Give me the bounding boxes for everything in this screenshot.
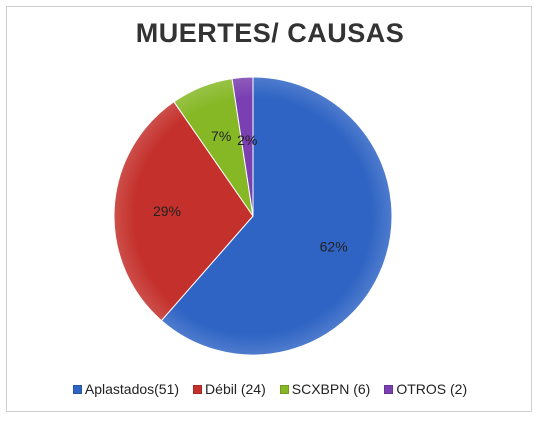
- chart-title: MUERTES/ CAUSAS: [135, 18, 405, 48]
- data-label-otros: 2%: [237, 132, 257, 148]
- legend-item-scxbpn: SCXBPN (6): [279, 381, 371, 397]
- data-label-debil: 29%: [153, 203, 181, 219]
- legend-label-aplastados: Aplastados(51): [84, 381, 180, 397]
- legend-item-debil: Débil (24): [193, 381, 266, 397]
- legend-label-debil: Débil (24): [205, 381, 266, 397]
- legend-label-scxbpn: SCXBPN (6): [291, 381, 371, 397]
- pie-slice-aplastados: [160, 76, 393, 356]
- data-label-aplastados: 62%: [320, 238, 348, 254]
- legend-item-otros: OTROS (2): [384, 381, 467, 397]
- pie-slice-debil: [113, 101, 254, 322]
- legend-label-otros: OTROS (2): [396, 381, 468, 397]
- legend-swatch-aplastados: [72, 384, 82, 394]
- pie-slice-otros: [231, 76, 254, 217]
- legend-item-aplastados: Aplastados(51): [72, 381, 180, 397]
- chart-legend: Aplastados(51) Débil (24) SCXBPN (6) OTR…: [0, 381, 540, 397]
- legend-swatch-otros: [384, 384, 394, 394]
- legend-swatch-debil: [193, 384, 203, 394]
- legend-swatch-scxbpn: [279, 384, 289, 394]
- data-label-scxbpn: 7%: [211, 128, 231, 144]
